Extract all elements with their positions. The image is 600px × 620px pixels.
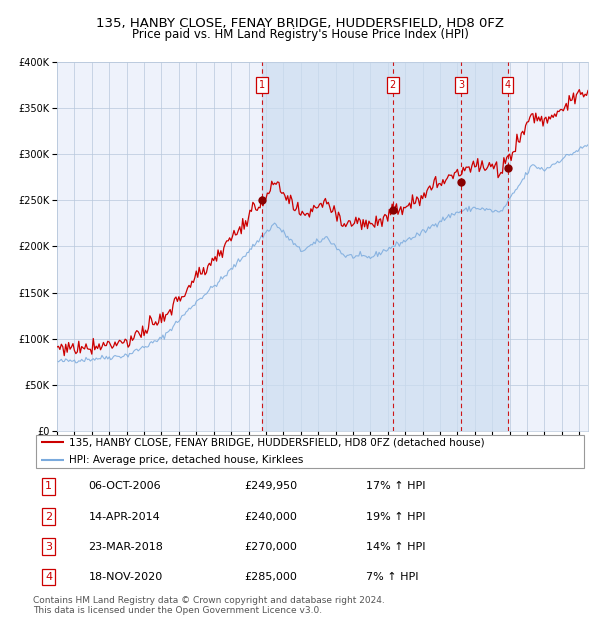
Text: 2: 2 xyxy=(45,512,52,521)
Text: 3: 3 xyxy=(45,542,52,552)
FancyBboxPatch shape xyxy=(36,435,584,468)
Text: 18-NOV-2020: 18-NOV-2020 xyxy=(89,572,163,582)
Text: Price paid vs. HM Land Registry's House Price Index (HPI): Price paid vs. HM Land Registry's House … xyxy=(131,28,469,41)
Text: 135, HANBY CLOSE, FENAY BRIDGE, HUDDERSFIELD, HD8 0FZ: 135, HANBY CLOSE, FENAY BRIDGE, HUDDERSF… xyxy=(96,17,504,30)
Text: 06-OCT-2006: 06-OCT-2006 xyxy=(89,481,161,491)
Text: 7% ↑ HPI: 7% ↑ HPI xyxy=(366,572,419,582)
Text: 14-APR-2014: 14-APR-2014 xyxy=(89,512,160,521)
Text: Contains HM Land Registry data © Crown copyright and database right 2024.: Contains HM Land Registry data © Crown c… xyxy=(33,596,385,606)
Text: 135, HANBY CLOSE, FENAY BRIDGE, HUDDERSFIELD, HD8 0FZ (detached house): 135, HANBY CLOSE, FENAY BRIDGE, HUDDERSF… xyxy=(69,437,485,447)
Text: This data is licensed under the Open Government Licence v3.0.: This data is licensed under the Open Gov… xyxy=(33,606,322,616)
Text: HPI: Average price, detached house, Kirklees: HPI: Average price, detached house, Kirk… xyxy=(69,455,304,465)
Text: 2: 2 xyxy=(389,80,396,90)
Text: £285,000: £285,000 xyxy=(244,572,297,582)
Text: £249,950: £249,950 xyxy=(244,481,297,491)
Text: 4: 4 xyxy=(505,80,511,90)
Text: 14% ↑ HPI: 14% ↑ HPI xyxy=(366,542,425,552)
Text: 1: 1 xyxy=(259,80,265,90)
Text: 4: 4 xyxy=(45,572,52,582)
Text: £240,000: £240,000 xyxy=(244,512,297,521)
Text: 17% ↑ HPI: 17% ↑ HPI xyxy=(366,481,425,491)
Text: 23-MAR-2018: 23-MAR-2018 xyxy=(89,542,163,552)
Text: £270,000: £270,000 xyxy=(244,542,297,552)
Text: 3: 3 xyxy=(458,80,464,90)
Text: 1: 1 xyxy=(45,481,52,491)
Bar xyxy=(262,62,508,431)
Text: 19% ↑ HPI: 19% ↑ HPI xyxy=(366,512,425,521)
